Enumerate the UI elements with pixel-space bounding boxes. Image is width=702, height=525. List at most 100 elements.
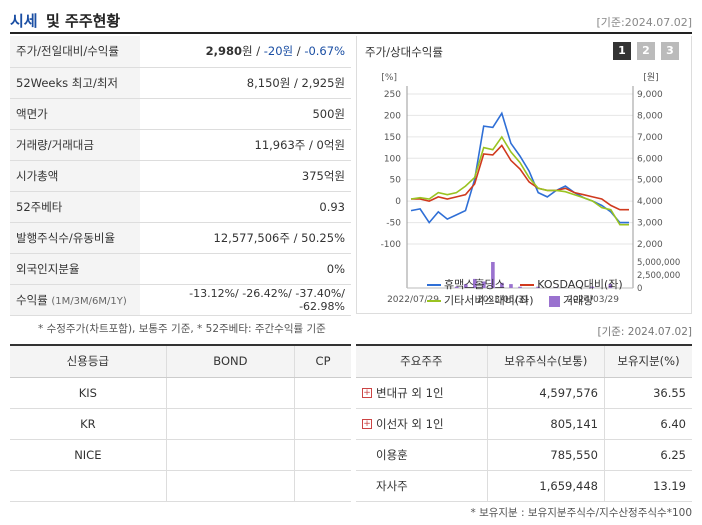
- volume-bar: [454, 286, 459, 288]
- agency-name: [10, 470, 167, 502]
- legend-item: 거래량: [549, 294, 593, 307]
- price-info-table: 주가/전일대비/수익률 2,980원 / -20원 / -0.67% 52Wee…: [10, 36, 351, 316]
- expand-plus-icon[interactable]: +: [362, 419, 372, 429]
- legend-item: 휴맥스홀딩스: [427, 278, 505, 291]
- legend-swatch: [549, 295, 561, 307]
- cp-rating: [294, 470, 351, 502]
- info-value: 11,963주 / 0억원: [140, 129, 351, 161]
- legend-swatch: [520, 284, 535, 286]
- legend-item: KOSDAQ대비(좌): [520, 278, 623, 291]
- info-key: 액면가: [10, 98, 140, 130]
- chart-legend: 휴맥스홀딩스 KOSDAQ대비(좌): [427, 276, 623, 292]
- holder-ratio: 36.55: [603, 377, 692, 409]
- info-row-returns: 수익률 (1M/3M/6M/1Y) -13.12%/ -26.42%/ -37.…: [10, 284, 351, 316]
- info-row-price: 주가/전일대비/수익률 2,980원 / -20원 / -0.67%: [10, 36, 351, 68]
- volume-bar: [500, 282, 504, 288]
- info-key: 시가총액: [10, 160, 140, 192]
- info-row: 52주베타 0.93: [10, 191, 351, 223]
- holder-shares: 4,597,576: [486, 377, 605, 409]
- volume-bar: [463, 284, 468, 288]
- chart-legend: 기타서비스대비(좌) 거래량: [427, 292, 593, 308]
- price-footnote: * 수정주가(차트포함), 보통주 기준, * 52주베타: 주간수익률 기준: [38, 323, 326, 335]
- credit-rating-table: 신용등급 BOND CP KIS KR NICE: [10, 344, 351, 502]
- volume-bar: [554, 287, 558, 288]
- info-value: 0%: [140, 253, 351, 285]
- holder-ratio: 6.40: [603, 408, 692, 440]
- legend-label: 휴맥스홀딩스: [444, 278, 505, 291]
- price-chart: [%] [원] 250 200 150 100 50 0 -50 -100 9,000 8,000 7,…: [381, 72, 681, 305]
- right-tick-label: 3,000: [637, 219, 663, 229]
- column-header: 신용등급: [10, 345, 167, 378]
- holder-name: 이선자 외 1인: [376, 416, 444, 431]
- info-row: 발행주식수/유동비율 12,577,506주 / 50.25%: [10, 222, 351, 254]
- left-tick-label: -50: [386, 219, 401, 229]
- volume-bar: [608, 284, 613, 288]
- info-value-price: 2,980원 / -20원 / -0.67%: [140, 36, 351, 68]
- expand-plus-icon[interactable]: +: [362, 388, 372, 398]
- holder-shares: 805,141: [486, 408, 605, 440]
- legend-swatch: [427, 284, 441, 286]
- holder-name: 자사주: [376, 478, 408, 493]
- legend-item: 기타서비스대비(좌): [427, 294, 534, 307]
- info-row: 시가총액 375억원: [10, 160, 351, 192]
- current-price: 2,980: [205, 44, 242, 59]
- left-tick-label: 100: [384, 154, 401, 164]
- column-header: BOND: [165, 345, 295, 378]
- info-key: 수익률 (1M/3M/6M/1Y): [10, 284, 140, 316]
- chart-period-button-3[interactable]: 3: [661, 42, 679, 60]
- info-value: 8,150원 / 2,925원: [140, 67, 351, 99]
- legend-label: 거래량: [563, 294, 594, 307]
- info-key: 주가/전일대비/수익률: [10, 36, 140, 68]
- info-row: 52Weeks 최고/최저 8,150원 / 2,925원: [10, 67, 351, 99]
- cp-rating: [294, 439, 351, 471]
- left-tick-label: 150: [384, 133, 401, 143]
- table-row: + 이선자 외 1인 805,141 6.40: [356, 408, 692, 440]
- chart-title: 주가/상대수익률: [365, 45, 443, 59]
- price-change-rate: -0.67%: [304, 44, 345, 59]
- volume-tick-label: 0: [637, 284, 642, 294]
- column-header: CP: [294, 345, 351, 378]
- chart-period-button-2[interactable]: 2: [637, 42, 655, 60]
- bond-rating: [165, 408, 295, 440]
- column-header: 보유주식수(보통): [486, 345, 605, 378]
- volume-bar: [472, 278, 477, 288]
- chart-period-button-1[interactable]: 1: [613, 42, 631, 60]
- price-change: -20원: [263, 44, 294, 59]
- legend-swatch: [427, 300, 441, 302]
- cp-rating: [294, 377, 351, 409]
- right-tick-label: 5,000: [637, 176, 663, 186]
- table-row: KIS: [10, 377, 351, 409]
- info-row: 액면가 500원: [10, 98, 351, 130]
- returns-values: -13.12%/ -26.42%/ -37.40%/ -62.98%: [140, 284, 351, 316]
- volume-bar: [590, 286, 595, 288]
- separator: /: [252, 44, 264, 59]
- volume-bar: [491, 262, 495, 288]
- holder-ratio: 13.19: [603, 470, 692, 502]
- bond-rating: [165, 470, 295, 502]
- info-key: 52주베타: [10, 191, 140, 223]
- section-header: 시세 및 주주현황 [기준:2024.07.02]: [10, 8, 692, 34]
- left-tick-label: 250: [384, 90, 401, 100]
- right-tick-label: 6,000: [637, 154, 663, 164]
- right-tick-label: 8,000: [637, 111, 663, 121]
- info-key: 외국인지분율: [10, 253, 140, 285]
- column-header: 주요주주: [356, 345, 488, 378]
- table-row: + 변대규 외 1인 4,597,576 36.55: [356, 377, 692, 409]
- volume-bar: [509, 284, 513, 288]
- legend-label: KOSDAQ대비(좌): [537, 278, 623, 291]
- holder-ratio: 6.25: [603, 439, 692, 471]
- volume-bar: [518, 286, 522, 288]
- x-tick-label: 2024/03/29: [567, 295, 619, 305]
- table-row: [10, 470, 351, 502]
- left-axis-unit: [%]: [381, 73, 397, 83]
- right-axis-unit: [원]: [643, 72, 658, 83]
- right-tick-label: 4,000: [637, 197, 663, 207]
- left-tick-label: -100: [381, 240, 402, 250]
- holder-name-cell: + 이선자 외 1인: [356, 408, 488, 440]
- holder-footnote: * 보유지분 : 보유지분주식수/지수산정주식수*100: [470, 507, 692, 519]
- agency-name: KR: [10, 408, 167, 440]
- info-row: 거래량/거래대금 11,963주 / 0억원: [10, 129, 351, 161]
- info-value: 0.93: [140, 191, 351, 223]
- returns-periods: (1M/3M/6M/1Y): [51, 295, 127, 307]
- info-value: 500원: [140, 98, 351, 130]
